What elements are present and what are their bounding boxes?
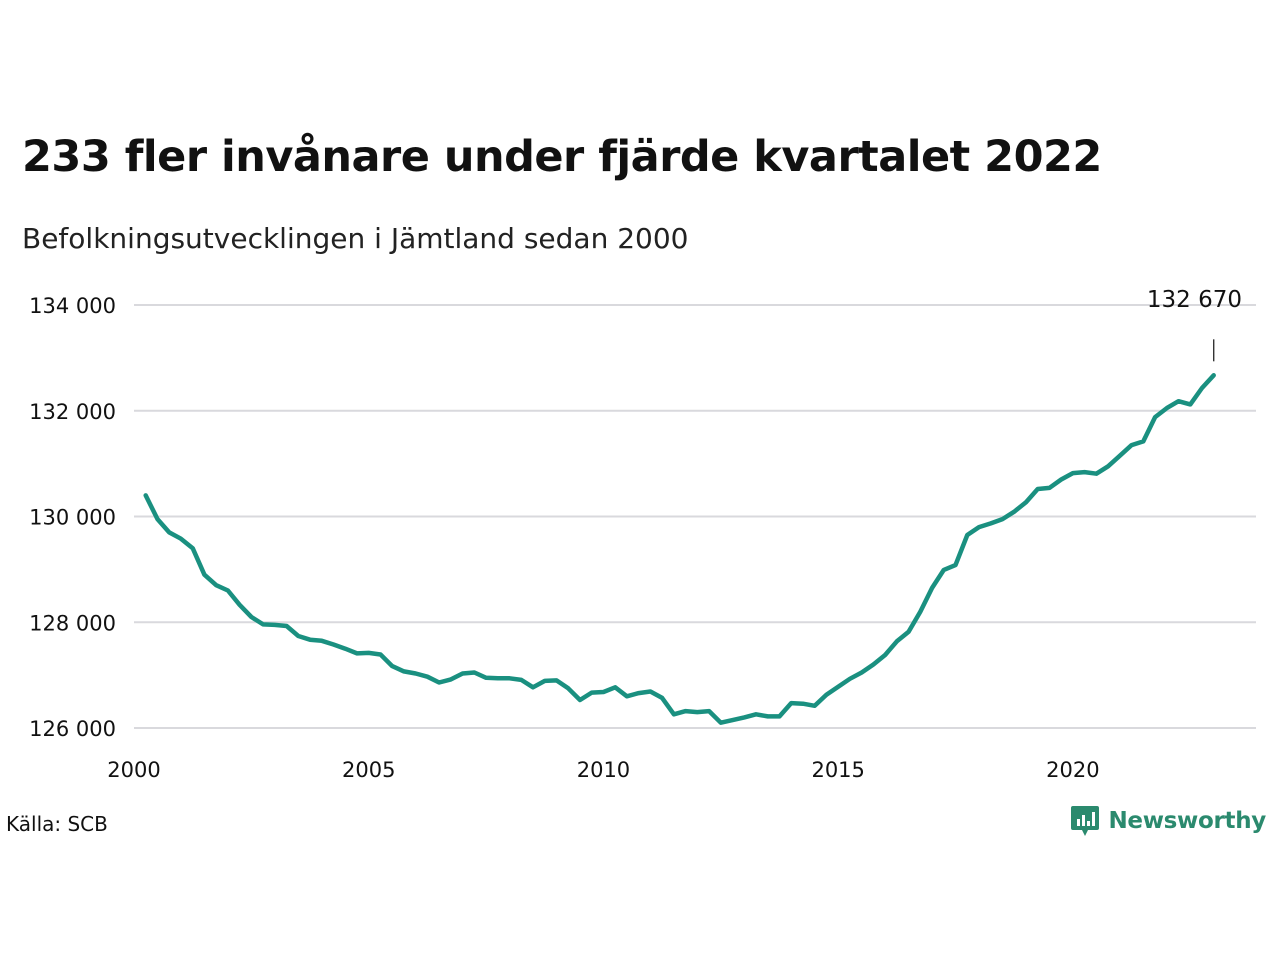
x-axis-labels: 2000 2005 2010 2015 2020	[107, 758, 1099, 782]
line-chart: 134 000 132 000 130 000 128 000 126 000 2000…	[29, 287, 1256, 782]
gridlines	[134, 304, 1256, 729]
x-tick-label: 2020	[1046, 758, 1099, 782]
y-tick-label: 130 000	[29, 506, 116, 530]
x-tick-label: 2010	[577, 758, 630, 782]
brand-name: Newsworthy	[1108, 808, 1266, 834]
chart-subtitle: Befolkningsutvecklingen i Jämtland sedan…	[22, 222, 689, 255]
annotation-layer: 132 670	[1147, 287, 1242, 362]
chart-title: 233 fler invånare under fjärde kvartalet…	[22, 132, 1102, 182]
y-tick-label: 132 000	[29, 400, 116, 424]
end-value-label: 132 670	[1147, 287, 1242, 313]
series-layer	[143, 373, 1216, 725]
series-line	[143, 373, 1216, 725]
y-axis-labels: 134 000 132 000 130 000 128 000 126 000	[29, 294, 116, 741]
brand-logo: Newsworthy	[1070, 804, 1266, 838]
y-tick-label: 126 000	[29, 717, 116, 741]
x-tick-label: 2005	[342, 758, 395, 782]
source-note: Källa: SCB	[6, 812, 108, 836]
x-tick-label: 2000	[107, 758, 160, 782]
newsworthy-logo-icon	[1071, 806, 1100, 836]
y-tick-label: 134 000	[29, 294, 116, 318]
y-tick-label: 128 000	[29, 611, 116, 635]
x-tick-label: 2015	[811, 758, 864, 782]
